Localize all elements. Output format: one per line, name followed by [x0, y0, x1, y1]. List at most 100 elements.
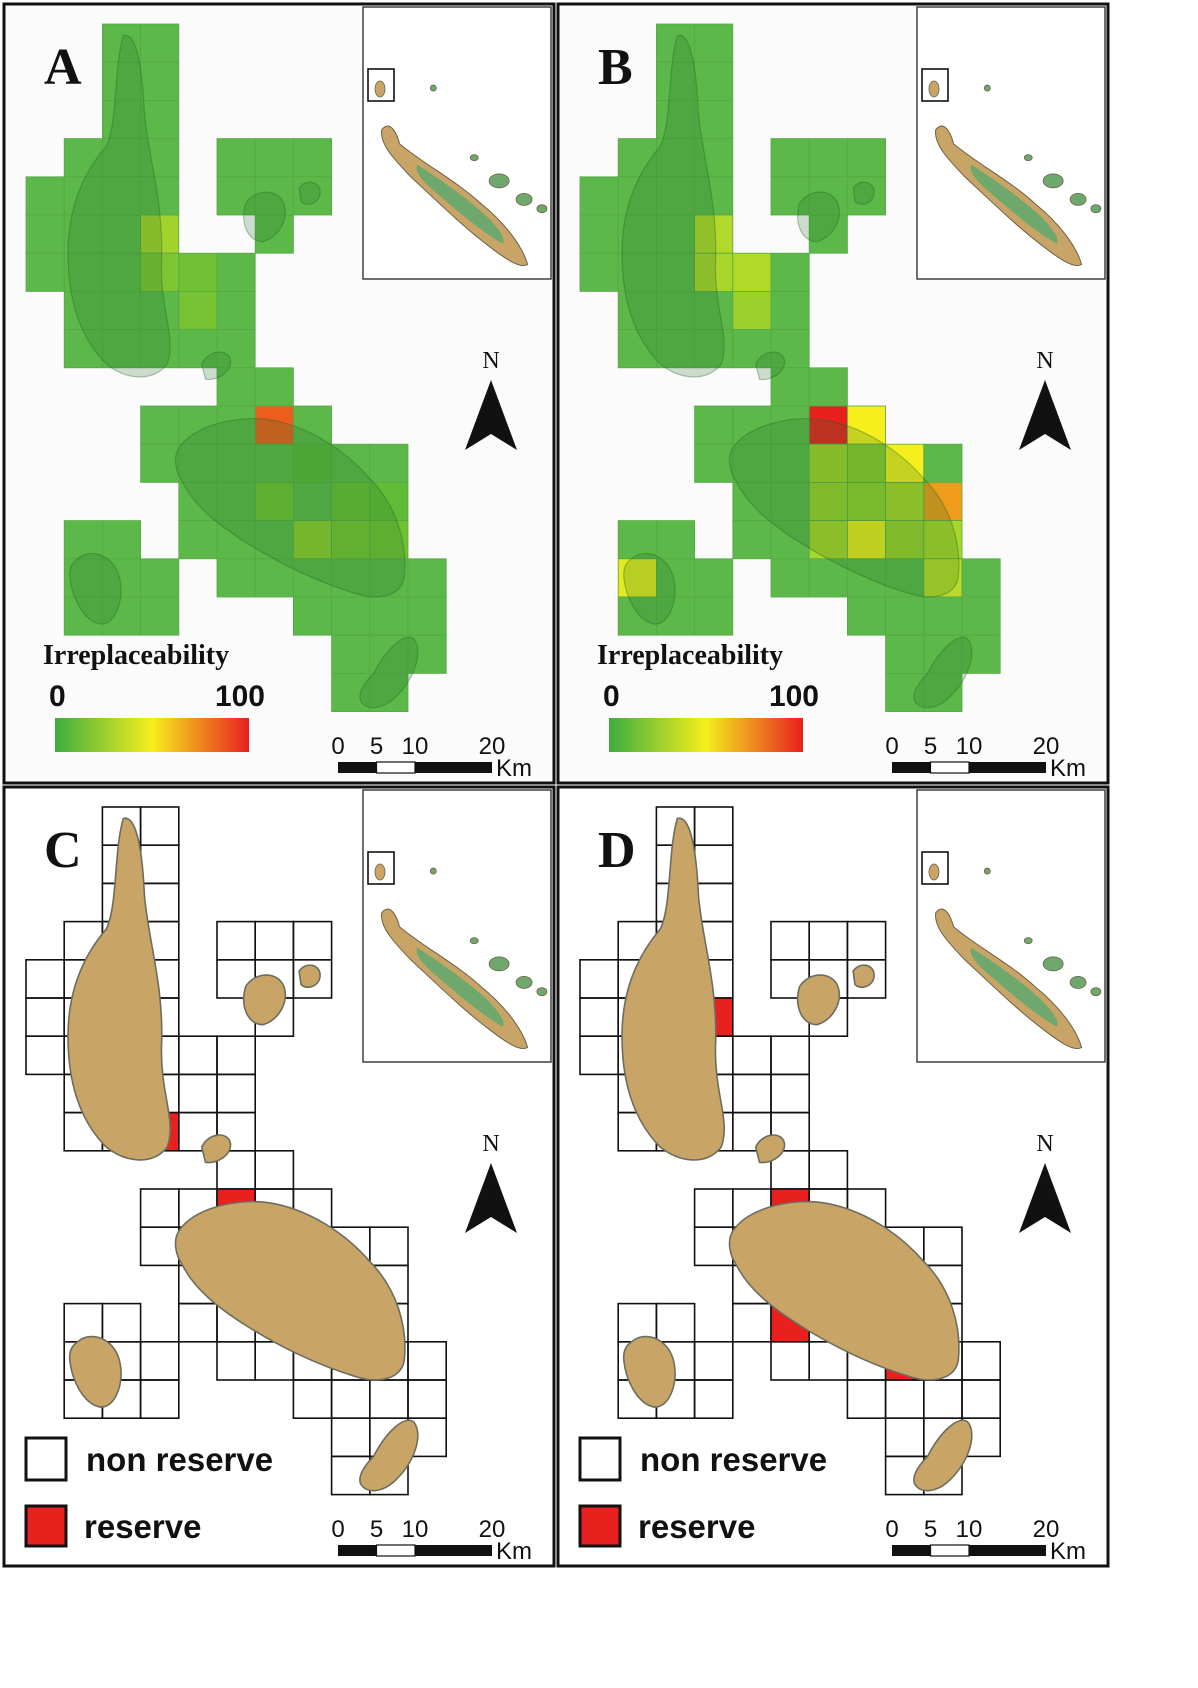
inset-study-area-box	[367, 851, 395, 885]
grid-cell	[617, 558, 657, 598]
grid-cell	[694, 405, 734, 445]
grid-cell	[407, 558, 447, 598]
non-reserve-cell	[292, 958, 333, 999]
grid-cell	[331, 443, 371, 483]
north-arrow-icon: N	[465, 348, 517, 450]
grid-cell	[216, 290, 256, 330]
north-label: N	[1036, 348, 1053, 374]
inset-island	[488, 956, 510, 972]
grid-cell	[770, 252, 810, 292]
inset-island	[488, 173, 510, 189]
grid-cell	[656, 61, 696, 101]
grid-cell	[656, 329, 696, 369]
scale-segment	[375, 1544, 416, 1557]
grid-cell	[140, 596, 180, 636]
grid-cell	[847, 558, 887, 598]
grid-cell	[694, 596, 734, 636]
inset-island	[1023, 937, 1033, 945]
island	[67, 817, 171, 1161]
inset-study-area	[374, 863, 386, 881]
grid-cell	[369, 673, 409, 713]
grid-cell	[369, 634, 409, 674]
grid-cell	[102, 176, 142, 216]
grid-cell	[617, 290, 657, 330]
grid-cell	[140, 23, 180, 63]
island	[621, 817, 725, 1161]
grid-cell	[216, 176, 256, 216]
grid-cell	[216, 558, 256, 598]
location-inset	[916, 789, 1106, 1063]
grid-cell	[617, 520, 657, 560]
north-arrow-shape	[1019, 380, 1071, 450]
scale-tick-label: 0	[885, 1516, 898, 1543]
grid-cell	[254, 214, 294, 254]
north-label: N	[1036, 1131, 1053, 1157]
grid-cell	[808, 558, 848, 598]
scale-segment	[969, 1545, 1046, 1556]
grid-cell	[178, 520, 218, 560]
grid-cell	[178, 252, 218, 292]
grid-cell	[369, 596, 409, 636]
grid-cell	[885, 634, 925, 674]
north-label: N	[482, 348, 499, 374]
grid-cell	[25, 176, 65, 216]
grid-cell	[885, 558, 925, 598]
island	[298, 964, 321, 988]
legend-max: 100	[215, 680, 265, 713]
grid-cell	[656, 290, 696, 330]
grid-cell	[140, 252, 180, 292]
grid-cell	[102, 23, 142, 63]
north-arrow-shape	[465, 1163, 517, 1233]
location-inset	[362, 789, 552, 1063]
island-outline	[621, 34, 725, 378]
planning-grid	[579, 23, 1001, 713]
grid-cell	[808, 176, 848, 216]
grid-cell	[770, 481, 810, 521]
grid-cell	[732, 405, 772, 445]
island-outline	[623, 552, 676, 625]
island-outline	[174, 418, 406, 598]
legend-swatch-non-reserve	[578, 1436, 622, 1482]
grid-cell	[808, 138, 848, 178]
grid-cell	[140, 558, 180, 598]
grid-cell	[694, 100, 734, 140]
north-arrow-shape	[465, 380, 517, 450]
island-outline	[201, 351, 232, 381]
grid-cell	[847, 176, 887, 216]
scale-segment	[415, 1545, 492, 1556]
inset-island	[983, 84, 991, 92]
grid-cell	[102, 138, 142, 178]
scale-tick-label: 10	[956, 733, 983, 760]
grid-cell	[694, 214, 734, 254]
island-outline	[852, 181, 875, 205]
scale-segment	[338, 1545, 377, 1556]
grid-cell	[770, 290, 810, 330]
island	[852, 964, 875, 988]
grid-cell	[254, 443, 294, 483]
north-arrow-icon: N	[1019, 348, 1071, 450]
island-outline	[243, 191, 286, 243]
island	[242, 974, 287, 1026]
grid-cell	[331, 634, 371, 674]
scale-segment	[415, 762, 492, 773]
grid-cell	[694, 23, 734, 63]
islands	[621, 817, 973, 1492]
island-outline	[359, 636, 419, 709]
inset-study-area-box	[367, 68, 395, 102]
scale-unit: Km	[1050, 755, 1086, 782]
inset-island	[1069, 192, 1087, 206]
inset-island	[1042, 956, 1064, 972]
inset-forest	[416, 947, 504, 1027]
non-reserve-cell	[139, 1379, 180, 1420]
island	[68, 1335, 122, 1408]
grid-cell	[732, 520, 772, 560]
scale-tick-label: 20	[479, 733, 506, 760]
grid-cell	[770, 443, 810, 483]
grid-cell	[407, 634, 447, 674]
grid-cell	[178, 290, 218, 330]
grid-cell	[847, 596, 887, 636]
island-shading	[67, 34, 419, 709]
